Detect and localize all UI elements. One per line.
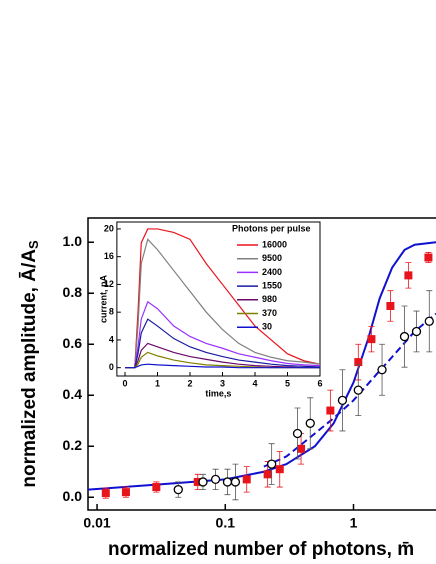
y-tick-label: 0.2 (63, 437, 83, 453)
data-point (297, 444, 306, 453)
data-point (242, 475, 251, 484)
data-point (292, 428, 303, 439)
inset-y-tick-label: 0 (109, 362, 114, 372)
legend-label: 980 (262, 294, 277, 304)
data-point (193, 477, 202, 486)
data-point (263, 470, 272, 479)
data-point (121, 488, 130, 497)
y-tick-label: 0.8 (63, 284, 83, 300)
inset-y-tick-label: 16 (104, 251, 114, 261)
y-tick-label: 0.6 (63, 335, 83, 351)
data-point (404, 271, 413, 280)
y-tick-label: 0.4 (63, 386, 83, 402)
data-point (198, 477, 208, 487)
data-point (101, 489, 110, 498)
inset-y-tick-label: 4 (109, 334, 114, 344)
legend-label: 16000 (262, 239, 287, 249)
data-point (275, 465, 284, 474)
legend-label: 1550 (262, 280, 282, 290)
data-point (337, 395, 348, 405)
x-axis-label: normalized number of photons, m̄ (108, 539, 414, 560)
inset-x-tick-label: 0 (122, 378, 127, 388)
data-point (222, 477, 233, 487)
inset-y-tick-label: 20 (104, 223, 114, 233)
data-point (230, 477, 241, 487)
inset-x-label: time,s (205, 388, 231, 398)
plot-area (88, 241, 436, 501)
data-point (411, 326, 422, 337)
trace (125, 238, 321, 369)
data-point (353, 385, 363, 395)
trace (125, 318, 321, 369)
x-tick-label: 1 (350, 515, 358, 531)
y-axis-label-main: normalized amplitude, Ā/A (19, 249, 40, 488)
data-point (386, 301, 395, 310)
y-axis-label: normalized amplitude, Ā/AS (19, 240, 41, 488)
legend-label: 370 (262, 308, 277, 318)
inset-x-tick-label: 5 (285, 378, 290, 388)
data-point (367, 335, 376, 344)
inset-y-label: current, pA (98, 275, 108, 324)
data-point (377, 365, 387, 375)
inset-y-tick-label: 8 (109, 307, 114, 317)
y-tick-label: 0.0 (63, 488, 83, 504)
inset-x-tick-label: 2 (187, 378, 192, 388)
inset-x-tick-label: 4 (252, 378, 257, 388)
x-tick-label: 0.01 (83, 515, 110, 531)
trace (125, 300, 321, 369)
legend-label: 30 (262, 322, 272, 332)
inset-frame (116, 221, 321, 377)
data-point (424, 253, 433, 262)
data-point (326, 406, 335, 415)
trace (125, 363, 320, 369)
data-point (424, 316, 434, 326)
legend-title: Photons per pulse (232, 223, 311, 233)
trace (125, 228, 321, 369)
data-point (152, 483, 161, 492)
data-point (210, 474, 221, 485)
inset-x-tick-label: 1 (155, 378, 160, 388)
legend-label: 9500 (262, 253, 282, 263)
data-point (305, 418, 315, 428)
inset-x-tick-label: 3 (220, 378, 225, 388)
data-point (267, 459, 277, 469)
plot-frame (87, 217, 436, 511)
data-point (354, 358, 363, 367)
legend-label: 2400 (262, 267, 282, 277)
inset-x-tick-label: 6 (317, 378, 322, 388)
y-axis-label-sub: S (26, 240, 41, 249)
data-point (173, 484, 183, 495)
trace (125, 342, 320, 369)
x-tick-label: 0.1 (216, 515, 236, 531)
y-tick-label: 1.0 (63, 233, 83, 249)
inset-y-tick-label: 12 (104, 279, 114, 289)
data-point (399, 331, 410, 342)
